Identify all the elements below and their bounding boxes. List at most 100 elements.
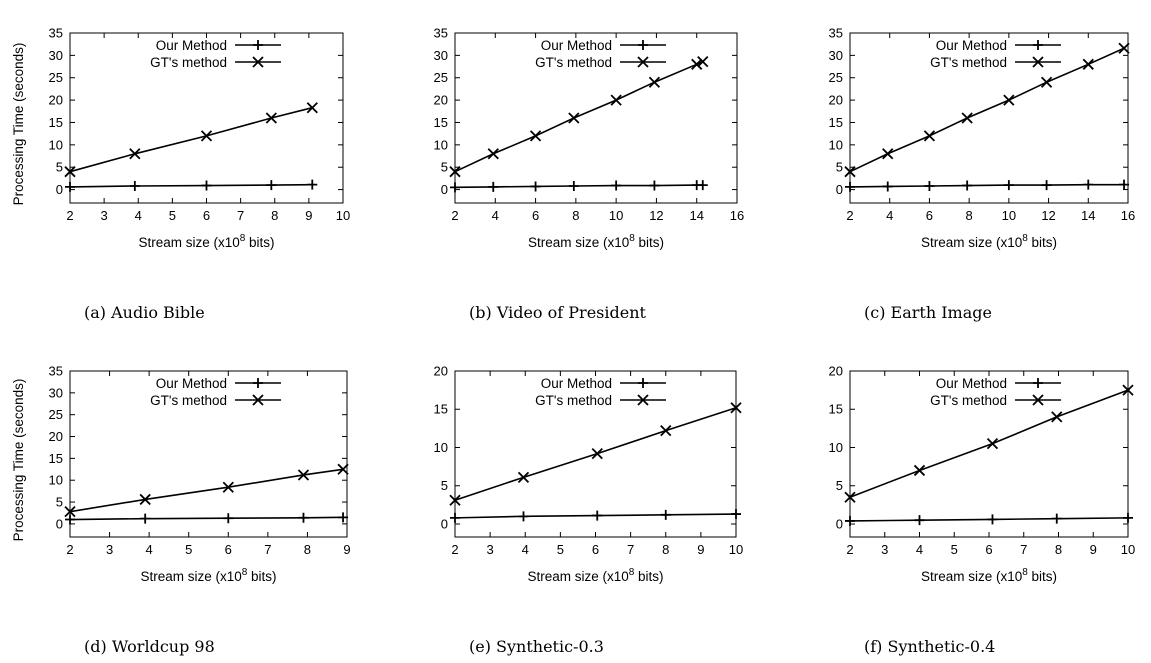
data-point-0 (568, 181, 579, 191)
data-point-0 (65, 514, 75, 525)
x-tick-label: 3 (487, 542, 494, 557)
x-tick-label: 4 (135, 208, 142, 223)
y-tick-label: 5 (836, 478, 843, 493)
x-tick-label: 14 (1081, 208, 1095, 223)
x-tick-label: 2 (451, 208, 458, 223)
x-tick-label: 16 (1121, 208, 1135, 223)
y-tick-label: 25 (49, 70, 63, 85)
data-point-0 (140, 513, 151, 524)
x-tick-label: 2 (66, 208, 73, 223)
data-point-1 (64, 166, 76, 178)
data-point-0 (450, 182, 460, 193)
data-point-0 (697, 180, 708, 191)
data-point-1 (265, 112, 277, 124)
x-tick-label: 6 (225, 542, 232, 557)
y-tick-label: 0 (56, 182, 63, 197)
x-axis-label-main: Stream size (x10 (140, 569, 241, 584)
x-tick-label: 7 (627, 542, 634, 557)
data-point-0 (1123, 512, 1133, 523)
legend-label-1: GT's method (150, 393, 227, 408)
plot-frame (69, 370, 348, 538)
y-tick-label: 15 (434, 402, 448, 417)
data-point-0 (65, 181, 75, 192)
data-point-1 (1040, 76, 1053, 88)
data-point-1 (882, 148, 894, 160)
data-point-1 (64, 506, 76, 518)
x-tick-label: 8 (271, 208, 278, 223)
data-point-0 (266, 180, 277, 191)
x-tick-label: 6 (985, 542, 992, 557)
data-point-1 (844, 166, 856, 178)
panel-caption: (a) Audio Bible (84, 303, 205, 322)
x-axis-label-suffix: bits) (247, 569, 276, 584)
y-tick-label: 35 (49, 26, 63, 41)
data-point-0 (1041, 180, 1052, 191)
x-tick-label: 12 (1041, 208, 1055, 223)
panel-caption: (f) Synthetic-0.4 (864, 637, 995, 656)
chart-panel-3: 2 3 4 5 6 7 8 9 0 5 10 15 20 25 30 35 Stream size (x108 … (11, 364, 351, 657)
y-tick-label: 0 (441, 182, 448, 197)
x-tick-label: 4 (916, 542, 923, 557)
data-point-1 (923, 130, 936, 142)
x-tick-label: 4 (146, 542, 153, 557)
chart-panel-1: 2 4 6 8 10 12 14 16 0 5 10 15 20 25 30 35 Stream size (x… (434, 26, 745, 323)
x-tick-label: 8 (304, 542, 311, 557)
chart-panel-2: 2 4 6 8 10 12 14 16 0 5 10 15 20 25 30 35 Stream size (x… (829, 26, 1136, 323)
x-tick-label: 10 (336, 208, 350, 223)
data-point-1 (529, 130, 542, 142)
panel-caption: (b) Video of President (469, 303, 647, 322)
x-axis-label-suffix: bits) (1028, 235, 1057, 250)
x-tick-label: 8 (966, 208, 973, 223)
data-point-1 (139, 493, 151, 506)
x-tick-label: 4 (492, 208, 499, 223)
legend-marker-1 (1032, 394, 1044, 406)
data-point-1 (297, 469, 310, 481)
y-tick-label: 10 (49, 473, 63, 488)
y-tick-label: 15 (49, 115, 63, 130)
data-point-0 (450, 512, 460, 523)
x-tick-label: 10 (1002, 208, 1016, 223)
x-tick-label: 8 (662, 542, 669, 557)
data-point-1 (449, 166, 461, 178)
x-tick-label: 5 (185, 542, 192, 557)
data-point-0 (649, 180, 660, 191)
y-tick-label: 10 (434, 137, 448, 152)
data-point-1 (648, 76, 661, 88)
x-axis-label: Stream size (x108 bits) (921, 233, 1057, 250)
x-axis-label: Stream size (x108 bits) (140, 567, 276, 584)
x-tick-label: 3 (101, 208, 108, 223)
data-point-1 (306, 102, 318, 114)
y-tick-label: 20 (829, 364, 843, 379)
y-tick-label: 30 (434, 48, 448, 63)
x-tick-label: 10 (609, 208, 623, 223)
data-point-1 (691, 58, 703, 70)
data-point-1 (591, 447, 603, 460)
legend-label-0: Our Method (156, 376, 227, 391)
x-tick-label: 2 (66, 542, 73, 557)
data-point-1 (986, 438, 999, 450)
y-axis-label: Processing Time (seconds) (11, 379, 26, 542)
data-point-0 (731, 509, 741, 520)
x-tick-label: 9 (1090, 542, 1097, 557)
legend-marker-1 (252, 394, 264, 406)
x-tick-label: 3 (106, 542, 113, 557)
y-tick-label: 25 (434, 70, 448, 85)
x-tick-label: 2 (846, 542, 853, 557)
x-tick-label: 7 (237, 208, 244, 223)
x-tick-label: 5 (557, 542, 564, 557)
data-point-1 (449, 494, 461, 506)
x-tick-label: 9 (305, 208, 312, 223)
legend-label-0: Our Method (936, 376, 1007, 391)
x-tick-label: 8 (1055, 542, 1062, 557)
x-axis-label-exponent: 8 (629, 567, 635, 578)
y-tick-label: 30 (49, 48, 63, 63)
data-point-0 (488, 181, 499, 192)
data-point-0 (307, 179, 318, 190)
x-axis-label: Stream size (x108 bits) (921, 567, 1057, 584)
x-axis-label-main: Stream size (x10 (528, 235, 629, 250)
y-tick-label: 5 (56, 495, 63, 510)
y-tick-label: 0 (836, 182, 843, 197)
data-point-1 (844, 491, 856, 503)
data-point-0 (223, 513, 234, 524)
